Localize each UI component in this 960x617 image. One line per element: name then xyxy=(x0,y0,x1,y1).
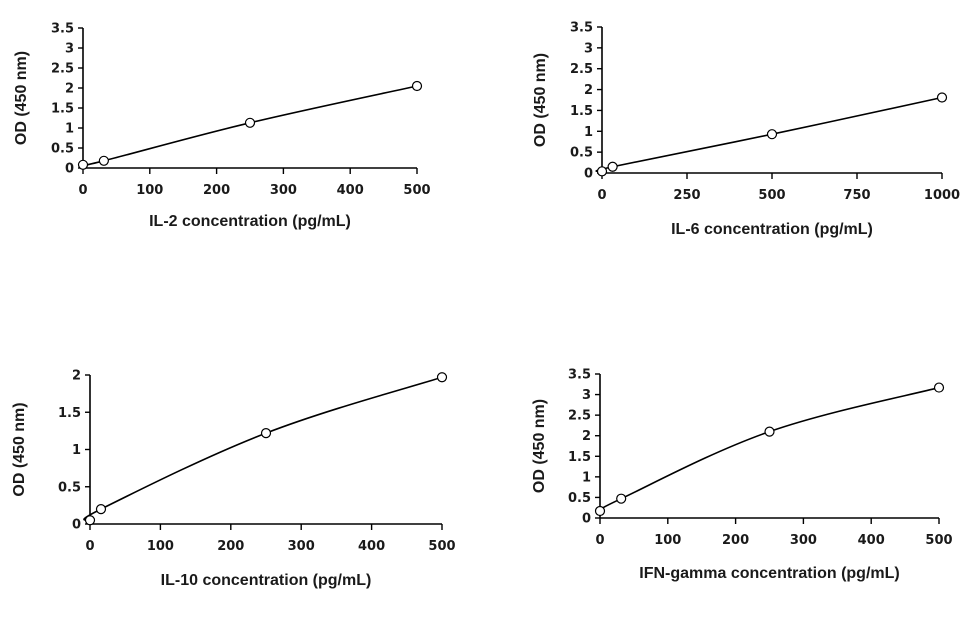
y-tick-label: 0 xyxy=(584,167,593,182)
y-tick-label: 2.5 xyxy=(570,62,593,77)
x-tick-label: 200 xyxy=(722,533,749,548)
y-tick-label: 0 xyxy=(72,518,81,533)
x-tick-label: 100 xyxy=(654,533,681,548)
x-tick-label: 0 xyxy=(85,539,94,554)
y-tick-label: 3.5 xyxy=(568,368,591,383)
y-tick-label: 2.5 xyxy=(568,409,591,424)
y-axis-title: OD (450 nm) xyxy=(13,51,30,145)
x-tick-label: 500 xyxy=(925,533,952,548)
data-point xyxy=(77,159,89,170)
x-tick-label: 0 xyxy=(78,183,87,198)
y-axis-title: OD (450 nm) xyxy=(531,399,548,493)
y-tick-label: 1 xyxy=(65,122,74,137)
x-tick-label: 200 xyxy=(217,539,244,554)
x-tick-label: 400 xyxy=(858,533,885,548)
x-tick-label: 1000 xyxy=(924,188,960,203)
data-point xyxy=(411,80,423,92)
data-point xyxy=(95,504,107,515)
x-tick-label: 500 xyxy=(403,183,430,198)
x-tick-label: 500 xyxy=(428,539,455,554)
x-tick-label: 100 xyxy=(136,183,163,198)
x-tick-label: 100 xyxy=(147,539,174,554)
y-tick-label: 2 xyxy=(584,83,593,98)
y-tick-label: 2 xyxy=(65,82,74,97)
y-axis-title: OD (450 nm) xyxy=(532,53,549,147)
y-tick-label: 0.5 xyxy=(570,146,593,161)
y-tick-label: 0 xyxy=(65,162,74,177)
x-tick-label: 200 xyxy=(203,183,230,198)
x-tick-label: 500 xyxy=(758,188,785,203)
y-tick-label: 1 xyxy=(72,443,81,458)
x-tick-label: 0 xyxy=(595,533,604,548)
y-tick-label: 3.5 xyxy=(570,21,593,36)
y-tick-label: 1.5 xyxy=(58,406,81,421)
x-tick-label: 0 xyxy=(597,188,606,203)
y-tick-label: 2.5 xyxy=(51,62,74,77)
series-line xyxy=(83,376,443,522)
y-tick-label: 3 xyxy=(584,41,593,56)
y-tick-label: 0.5 xyxy=(58,480,81,495)
data-point xyxy=(84,515,96,526)
x-tick-label: 300 xyxy=(270,183,297,198)
y-tick-label: 3.5 xyxy=(51,22,74,37)
x-axis-title: IL-10 concentration (pg/mL) xyxy=(161,572,372,589)
x-tick-label: 300 xyxy=(790,533,817,548)
chart-4: 0 0.5 1 1.5 2 2.5 3 3.5 0 100 200 300 400 500 IFN-gamm… xyxy=(531,368,952,583)
chart-2: 0 0.5 1 1.5 2 2.5 3 3.5 0 250 500 750 1000 IL-6 conce… xyxy=(532,21,960,239)
x-tick-label: 300 xyxy=(288,539,315,554)
data-point xyxy=(244,117,256,128)
y-tick-label: 1 xyxy=(582,470,591,485)
data-point xyxy=(594,505,606,517)
y-tick-label: 1.5 xyxy=(568,450,591,465)
data-point xyxy=(766,129,778,140)
y-tick-label: 0.5 xyxy=(51,142,74,157)
y-tick-label: 1.5 xyxy=(51,102,74,117)
y-tick-label: 1.5 xyxy=(570,104,593,119)
y-tick-label: 0 xyxy=(582,512,591,527)
y-tick-label: 2 xyxy=(72,369,81,384)
x-axis-title: IL-2 concentration (pg/mL) xyxy=(149,213,351,230)
y-axis-title: OD (450 nm) xyxy=(11,402,28,496)
y-tick-label: 2 xyxy=(582,429,591,444)
chart-1: 0 0.5 1 1.5 2 2.5 3 3.5 0 100 200 300 400 500 IL-2 con… xyxy=(13,22,430,231)
series-line xyxy=(599,386,940,512)
data-point xyxy=(260,428,272,439)
y-tick-label: 0.5 xyxy=(568,491,591,506)
data-point xyxy=(607,161,618,172)
y-tick-label: 1 xyxy=(584,125,593,140)
x-tick-label: 400 xyxy=(337,183,364,198)
data-point xyxy=(933,382,945,393)
data-point xyxy=(936,92,948,103)
data-point xyxy=(764,426,775,437)
y-tick-label: 3 xyxy=(65,42,74,57)
x-axis-title: IFN-gamma concentration (pg/mL) xyxy=(639,565,899,582)
data-point xyxy=(616,493,627,504)
x-axis-title: IL-6 concentration (pg/mL) xyxy=(671,221,873,238)
data-point xyxy=(436,372,448,383)
x-tick-label: 400 xyxy=(358,539,385,554)
data-point xyxy=(596,166,608,177)
y-tick-label: 3 xyxy=(582,388,591,403)
x-tick-label: 750 xyxy=(843,188,870,203)
x-tick-label: 250 xyxy=(673,188,700,203)
chart-3: 0 0.5 1 1.5 2 0 100 200 300 400 500 IL-10 concentra… xyxy=(11,369,455,590)
data-point xyxy=(98,155,109,166)
